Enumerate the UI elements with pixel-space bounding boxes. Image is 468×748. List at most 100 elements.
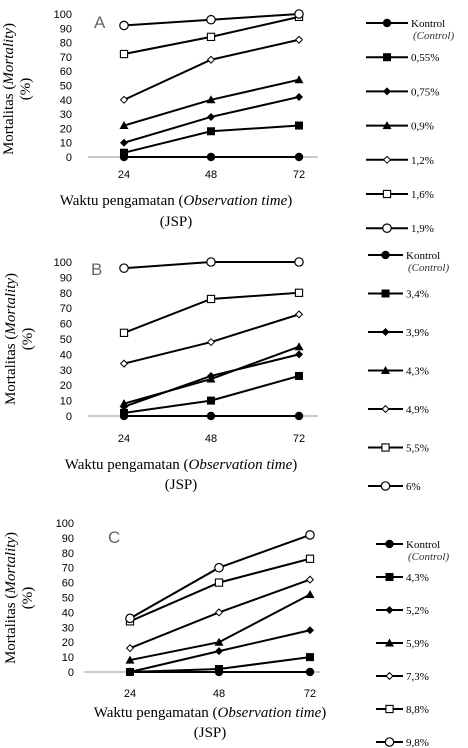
data-point	[294, 35, 304, 44]
data-point	[206, 32, 216, 42]
legend-label: 3,4%	[406, 289, 429, 301]
legend-marker	[381, 250, 390, 260]
data-point	[125, 613, 135, 624]
legend-label: 0,9%	[411, 121, 434, 133]
legend-entry: 5,2%	[376, 605, 429, 617]
data-point	[305, 530, 315, 540]
legend-sublabel: (Control)	[408, 551, 449, 563]
legend-entry: 8,8%	[376, 704, 429, 716]
data-point	[119, 399, 129, 408]
x-tick-label: 72	[293, 169, 305, 181]
y-tick-label: 60	[60, 319, 72, 331]
legend-marker	[381, 328, 390, 336]
y-tick-label: 70	[62, 563, 74, 575]
y-tick-label: 30	[60, 109, 72, 121]
legend-label: 0,75%	[411, 86, 439, 98]
legend-entry: 9,8%	[376, 737, 429, 748]
series-5	[119, 310, 304, 368]
legend-marker	[385, 539, 394, 549]
legend-marker	[382, 18, 392, 28]
y-tick-label: 20	[60, 123, 72, 135]
y-tick-label: 80	[62, 548, 74, 560]
series-1	[119, 152, 304, 162]
legend-label: 5,9%	[406, 638, 429, 650]
series-7	[119, 257, 304, 273]
x-axis-title-unit: (JSP)	[160, 214, 193, 230]
series-3	[126, 626, 314, 676]
data-point	[295, 92, 303, 101]
data-point	[207, 396, 215, 405]
y-tick-label: 10	[60, 138, 72, 150]
data-point	[119, 49, 129, 59]
legend-entry: 4,3%	[376, 572, 429, 584]
legend-entry: 3,4%	[368, 289, 429, 301]
y-tick-label: 100	[54, 257, 72, 269]
y-tick-label: 0	[68, 667, 74, 679]
y-tick-label: 100	[54, 9, 72, 21]
data-point	[214, 562, 224, 573]
data-point	[305, 667, 315, 677]
data-point	[120, 148, 128, 157]
data-point	[125, 644, 135, 653]
legend-entry: 4,3%	[368, 366, 429, 378]
legend-marker	[382, 121, 392, 130]
y-tick-label: 40	[60, 95, 72, 107]
y-tick-label: 20	[62, 637, 74, 649]
y-tick-label: 10	[60, 396, 72, 408]
y-tick-label: 60	[60, 66, 72, 78]
data-point	[206, 14, 216, 25]
series-4	[119, 342, 304, 408]
y-tick-label: 10	[62, 652, 74, 664]
legend-marker	[384, 737, 395, 747]
data-point	[125, 655, 135, 664]
legend-sublabel: (Control)	[408, 262, 449, 274]
series-7	[119, 9, 304, 31]
legend-marker	[382, 155, 392, 164]
legend-entry: 6%	[368, 481, 421, 493]
data-point	[215, 665, 223, 674]
data-point	[119, 95, 129, 104]
legend-label: 1,9%	[411, 223, 434, 235]
y-axis-title-unit: (%)	[20, 587, 36, 610]
series-5	[125, 575, 315, 653]
data-point	[206, 337, 216, 347]
series-4	[119, 75, 304, 130]
legend-marker	[385, 671, 394, 681]
data-point	[207, 112, 215, 121]
x-axis-title-unit: (JSP)	[165, 477, 198, 493]
data-point	[119, 263, 129, 273]
y-tick-label: 20	[60, 380, 72, 392]
y-tick-label: 80	[60, 288, 72, 300]
y-tick-label: 70	[60, 52, 72, 64]
data-point	[206, 95, 216, 104]
legend-label: 6%	[406, 481, 421, 493]
legend-marker	[381, 289, 390, 298]
legend-entry: 1,2%	[366, 155, 434, 167]
data-point	[207, 127, 215, 136]
y-tick-label: 90	[60, 272, 72, 284]
chart-panel-b: 0 10 20 30 40 50 60 70 80 90 100 24 48 72 B Waktu penga…	[3, 250, 449, 493]
legend-marker	[385, 606, 394, 614]
data-point	[294, 342, 304, 351]
data-point	[215, 647, 223, 656]
data-point	[119, 20, 129, 31]
y-tick-label: 50	[62, 593, 74, 605]
y-tick-label: 100	[56, 518, 74, 530]
y-tick-label: 40	[62, 607, 74, 619]
panel-label: C	[108, 528, 120, 547]
legend-entry: Kontrol(Control)	[366, 18, 454, 42]
data-point	[206, 411, 216, 421]
data-point	[294, 310, 304, 319]
data-point	[206, 55, 216, 64]
y-axis-title: Mortalitas (Mortality)	[3, 273, 19, 405]
legend-entry: 5,5%	[368, 443, 429, 455]
legend-label: 1,2%	[411, 155, 434, 167]
data-point	[119, 328, 129, 337]
legend-label: 9,8%	[406, 737, 429, 748]
x-tick-label: 24	[124, 688, 136, 700]
legend-entry: 3,9%	[368, 327, 429, 339]
y-tick-label: 90	[60, 23, 72, 35]
data-point	[206, 374, 216, 383]
series-2	[120, 121, 303, 157]
data-point	[295, 371, 303, 380]
